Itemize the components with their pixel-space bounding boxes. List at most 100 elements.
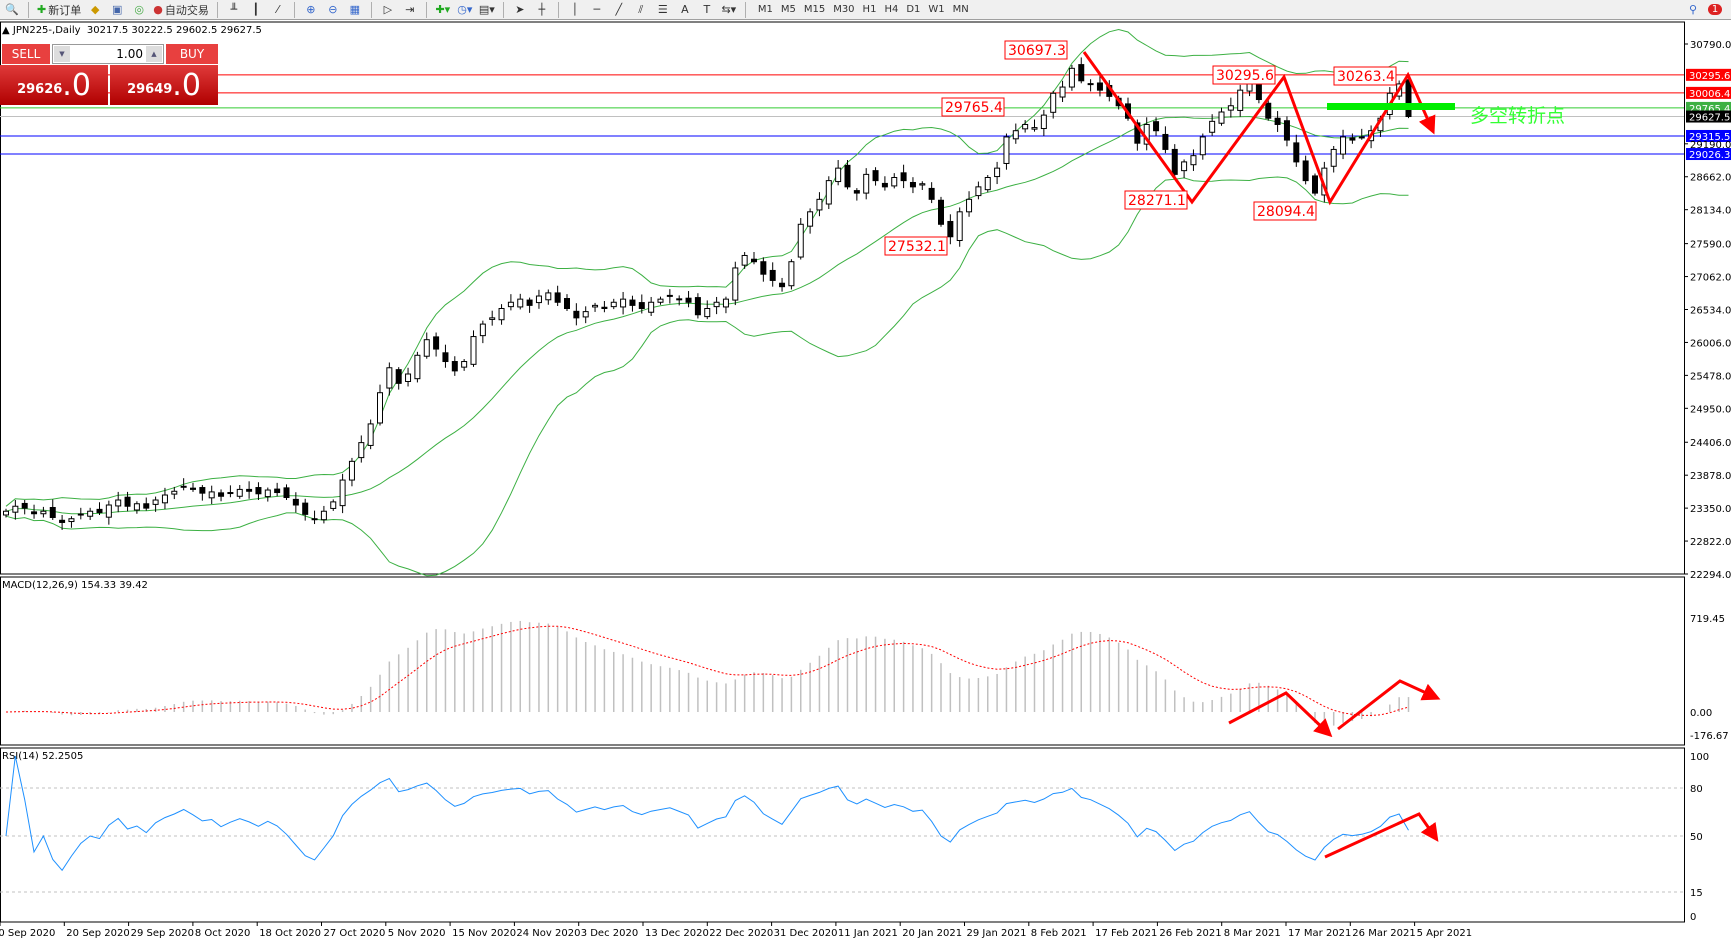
- candle-bullish: [620, 298, 627, 308]
- timeframe-m1[interactable]: M1: [757, 4, 773, 15]
- timeframe-d1[interactable]: D1: [906, 4, 921, 15]
- candle-bearish: [199, 487, 206, 494]
- auto-trading-button[interactable]: ● 自动交易: [153, 3, 209, 17]
- candle-bullish: [236, 488, 243, 497]
- fibonacci-icon[interactable]: ☰: [657, 3, 668, 16]
- horizontal-line-icon[interactable]: ─: [593, 3, 601, 16]
- macd-signal-line: [5, 625, 1409, 717]
- candle-bullish: [358, 442, 365, 459]
- timeframe-m30[interactable]: M30: [833, 4, 855, 15]
- autoscroll-icon[interactable]: ▷: [383, 3, 393, 16]
- candle-bullish: [1022, 123, 1029, 130]
- timeframe-h4[interactable]: H4: [884, 4, 899, 15]
- templates-icon[interactable]: ▤▾: [478, 3, 495, 16]
- zoom-window-icon[interactable]: 🔍: [5, 3, 19, 16]
- candle-bullish: [648, 301, 655, 313]
- text-icon[interactable]: A: [681, 3, 689, 16]
- candle-bullish: [1068, 67, 1075, 88]
- date-label: 8 Mar 2021: [1224, 928, 1281, 939]
- navigator-icon[interactable]: ▣: [112, 3, 123, 16]
- divider: [425, 1, 427, 18]
- bollinger-upper-band: [5, 28, 1409, 507]
- lot-size-stepper[interactable]: ▼ ▲: [52, 44, 164, 64]
- date-label: 26 Feb 2021: [1159, 928, 1221, 939]
- toolbar: 🔍 ✚ 新订单 ◆ ▣ ◎ ● 自动交易 ╨ ┃ ⁄ ⊕ ⊖ ▦ ▷ ⇥ ✚▾ ◷▾…: [0, 0, 1731, 20]
- candle-bullish: [545, 292, 552, 301]
- date-label: 11 Jan 2021: [838, 928, 898, 939]
- candlestick-icon[interactable]: ┃: [252, 3, 260, 16]
- candle-bearish: [573, 310, 580, 319]
- rsi-axis-label: 0: [1690, 912, 1696, 923]
- date-label: 3 Dec 2020: [581, 928, 639, 939]
- timeframe-m15[interactable]: M15: [803, 4, 826, 15]
- divider: [370, 1, 372, 18]
- price-tick-label: 28662.0: [1690, 173, 1731, 184]
- candle-bearish: [255, 487, 262, 495]
- chart-shift-icon[interactable]: ⇥: [405, 3, 415, 16]
- lot-size-input[interactable]: [71, 46, 143, 61]
- price-annotation-label: 28271.1: [1128, 193, 1186, 209]
- candle-bullish: [264, 489, 271, 498]
- date-label: 17 Feb 2021: [1095, 928, 1157, 939]
- candle-bullish: [891, 176, 898, 187]
- sell-price-button[interactable]: 29626.0: [0, 65, 108, 105]
- candle-bullish: [1190, 155, 1197, 166]
- bar-chart-icon[interactable]: ╨: [230, 3, 238, 16]
- candle-bullish: [414, 354, 421, 380]
- price-annotation-label: 30697.3: [1008, 43, 1066, 59]
- buy-button[interactable]: BUY: [166, 44, 218, 64]
- timeframe-m5[interactable]: M5: [780, 4, 796, 15]
- sell-button[interactable]: SELL: [2, 44, 50, 64]
- price-level-value: 30006.4: [1689, 89, 1730, 100]
- arrows-icon[interactable]: ⇆▾: [721, 3, 737, 16]
- candle-bearish: [433, 336, 440, 350]
- channel-icon[interactable]: ⫽: [638, 2, 644, 16]
- tile-windows-icon[interactable]: ▦: [349, 3, 361, 16]
- timeframe-w1[interactable]: W1: [928, 4, 945, 15]
- increase-lot-button[interactable]: ▲: [146, 46, 162, 62]
- candle-bullish: [592, 304, 599, 308]
- candle-bullish: [1003, 136, 1010, 164]
- price-level-tag: [1686, 86, 1731, 99]
- periods-icon[interactable]: ◷▾: [457, 3, 473, 16]
- rsi-axis-label: 80: [1690, 784, 1703, 795]
- date-label: 15 Nov 2020: [452, 928, 516, 939]
- candle-bearish: [601, 306, 608, 310]
- close-value: 29627.5: [220, 25, 262, 36]
- candle-bullish: [1227, 105, 1234, 111]
- notifications-button[interactable]: 1: [1707, 2, 1723, 18]
- decrease-lot-button[interactable]: ▼: [54, 46, 70, 62]
- timeframe-h1[interactable]: H1: [862, 4, 877, 15]
- buy-price-button[interactable]: 29649.0: [110, 65, 218, 105]
- signals-icon[interactable]: ◎: [134, 3, 145, 16]
- candle-bullish: [1340, 136, 1347, 155]
- pivot-text: 多空转折点: [1470, 105, 1565, 127]
- candle-bearish: [694, 297, 701, 316]
- timeframe-mn[interactable]: MN: [952, 4, 969, 15]
- candle-bullish: [956, 211, 963, 242]
- indicators-icon[interactable]: ✚▾: [435, 3, 451, 16]
- price-annotation-box: [1333, 66, 1397, 86]
- search-icon[interactable]: ⚲: [1688, 3, 1698, 16]
- candle-bearish: [909, 181, 916, 188]
- trendline-icon[interactable]: ╱: [615, 3, 623, 16]
- metaeditor-icon[interactable]: ◆: [90, 3, 100, 16]
- rsi-axis-label: 100: [1690, 752, 1709, 763]
- price-tick-label: 26534.0: [1690, 305, 1731, 316]
- zoom-in-icon[interactable]: ⊕: [306, 3, 316, 16]
- candle-bearish: [938, 199, 944, 225]
- line-chart-icon[interactable]: ⁄: [276, 3, 279, 16]
- cursor-icon[interactable]: ➤: [515, 3, 525, 16]
- auto-trading-icon: ●: [153, 3, 163, 16]
- text-label-icon[interactable]: T: [703, 3, 711, 16]
- new-order-button[interactable]: ✚ 新订单: [37, 3, 82, 17]
- price-tick-label: 25478.0: [1690, 371, 1731, 382]
- one-click-trading-panel: SELL ▼ ▲ BUY 29626.0 29649.0: [0, 42, 218, 105]
- candle-bullish: [582, 311, 589, 318]
- candle-bullish: [489, 317, 496, 320]
- zoom-out-icon[interactable]: ⊖: [328, 3, 338, 16]
- vertical-line-icon[interactable]: │: [571, 3, 579, 16]
- candle-bearish: [96, 508, 103, 513]
- crosshair-icon[interactable]: ┼: [538, 3, 546, 16]
